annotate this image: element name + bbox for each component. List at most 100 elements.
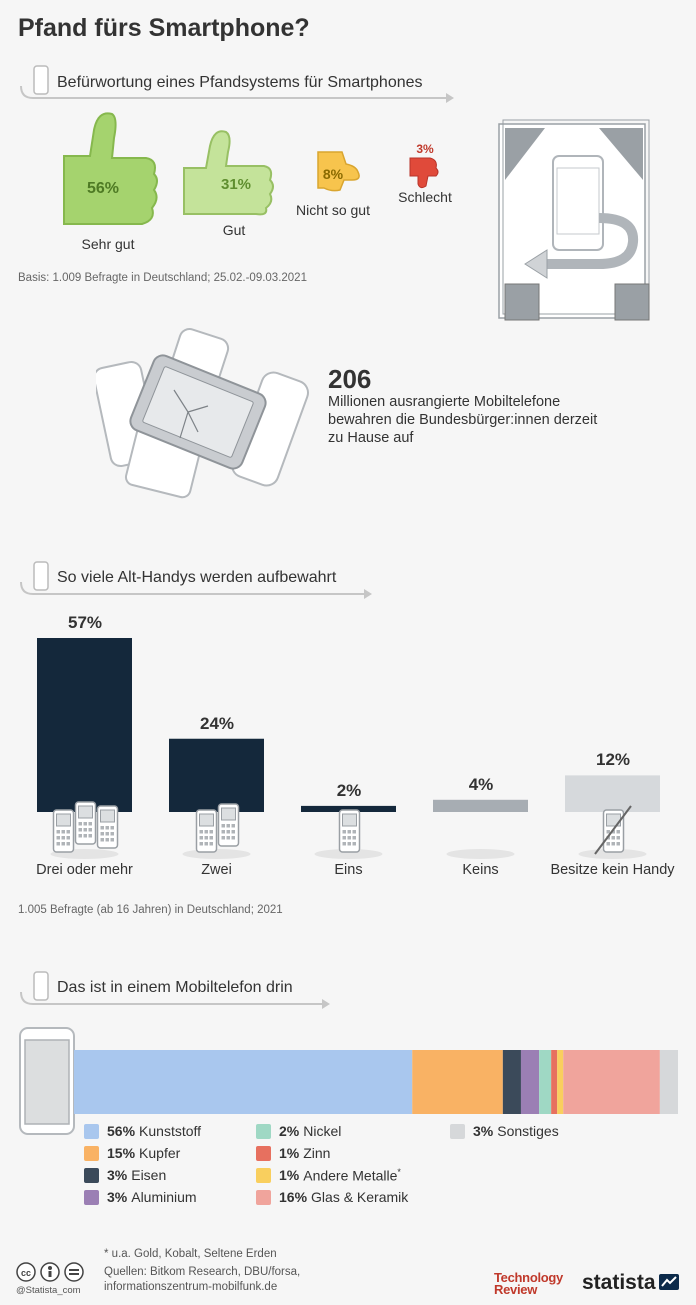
bar-eins: [301, 805, 396, 812]
old-phone-icon: [195, 809, 218, 853]
svg-text:cc: cc: [21, 1268, 31, 1278]
legend-item-sonstiges: 3% Sonstiges: [450, 1123, 559, 1139]
legend-swatch: [256, 1123, 271, 1139]
legend-value: 2%: [279, 1123, 300, 1139]
legend-swatch: [84, 1167, 99, 1183]
segment-nickel: [539, 1050, 552, 1114]
thumbs-side-icon: [317, 151, 360, 192]
bar-value-label: 24%: [199, 713, 235, 733]
fact-number: 206: [328, 364, 372, 394]
thumb-pct-sehr-gut: 56%: [86, 180, 120, 197]
bar-shadow: [314, 849, 383, 859]
section2-heading: So viele Alt-Handys werden aufbewahrt: [57, 569, 337, 586]
legend-swatch: [84, 1145, 99, 1161]
section3-heading: Das ist in einem Mobiltelefon drin: [57, 979, 293, 996]
thumb-pct-nicht-so-gut: 8%: [322, 166, 344, 182]
thumbs-up-medium-icon: [183, 130, 274, 216]
legend-item-nickel: 2% Nickel: [256, 1123, 341, 1139]
phone-icon: [33, 971, 49, 1001]
old-phone-icon: [52, 809, 75, 853]
section1-heading: Befürwortung eines Pfandsystems für Smar…: [57, 74, 423, 91]
segment-eisen: [502, 1050, 521, 1114]
old-phone-icon: [602, 809, 625, 853]
bar-keins: [433, 799, 528, 812]
old-phone-icon: [74, 801, 97, 845]
legend-label: Aluminium: [131, 1189, 197, 1205]
legend-label: Sonstiges: [497, 1123, 559, 1139]
legend-label: Nickel: [303, 1123, 342, 1139]
technology-review-logo: Technology Review: [494, 1271, 563, 1297]
legend-item-eisen: 3% Eisen: [84, 1167, 166, 1183]
legend-item-andere-metalle: 1% Andere Metalle*: [256, 1167, 401, 1184]
thumb-pct-schlecht: 3%: [416, 142, 434, 156]
smartphone-outline-icon: [19, 1027, 75, 1135]
deposit-machine-illustration: [498, 119, 650, 321]
section1-basis: Basis: 1.009 Befragte in Deutschland; 25…: [18, 272, 307, 284]
section3-arrow-line: [20, 971, 330, 1009]
technology-review-logo-line2: Review: [494, 1282, 538, 1297]
bar-zwei: [169, 738, 264, 812]
legend-swatch: [84, 1189, 99, 1205]
old-phone-icon: [96, 805, 119, 849]
bar-shadow: [446, 849, 515, 859]
phone-icon: [33, 65, 49, 95]
legend-label: Andere Metalle*: [303, 1167, 401, 1184]
bar-category-label: Besitze kein Handy: [550, 862, 675, 878]
segment-andere-metalle: [557, 1050, 564, 1114]
no-derivatives-icon: [64, 1262, 84, 1282]
segment-kunststoff: [74, 1050, 413, 1114]
thumb-label-nicht-so-gut: Nicht so gut: [296, 202, 370, 218]
statista-logo: statista: [582, 1271, 656, 1294]
bar-chart: [37, 638, 660, 859]
bar-value-label: 2%: [336, 780, 362, 800]
legend-value: 3%: [107, 1167, 128, 1183]
thumbs-up-large-icon: [63, 112, 158, 225]
segment-glas-keramik: [563, 1050, 660, 1114]
bar-value-label: 57%: [67, 613, 103, 632]
strike-through-line: [594, 805, 632, 855]
bar-value-label: 4%: [468, 774, 494, 794]
creative-commons-icons: cc: [16, 1262, 84, 1282]
stacked-bar-chart: [74, 1050, 678, 1114]
bar-besitze-kein-handy: [565, 775, 660, 812]
legend-label: Glas & Keramik: [311, 1189, 409, 1205]
legend-swatch: [450, 1123, 465, 1139]
legend-item-kupfer: 15% Kupfer: [84, 1145, 180, 1161]
thumb-label-sehr-gut: Sehr gut: [81, 236, 135, 252]
bar-category-label: Zwei: [201, 862, 232, 878]
legend-value: 3%: [473, 1123, 494, 1139]
segment-kupfer: [412, 1050, 503, 1114]
fact-text: Millionen ausrangierte Mobiltelefone bew…: [328, 394, 598, 446]
bar-drei-oder-mehr: [37, 638, 132, 812]
section2-arrow-line: [20, 561, 372, 599]
legend-label: Kupfer: [139, 1145, 181, 1161]
legend-swatch: [256, 1167, 271, 1183]
statista-handle[interactable]: @Statista_com: [16, 1285, 81, 1296]
bar-shadow: [578, 849, 647, 859]
legend-value: 15%: [107, 1145, 136, 1161]
thumbs-down-icon: [409, 157, 439, 189]
thumb-label-gut: Gut: [222, 222, 246, 238]
page-title: Pfand fürs Smartphone?: [18, 14, 310, 42]
legend-label: Zinn: [303, 1145, 331, 1161]
legend-item-zinn: 1% Zinn: [256, 1145, 330, 1161]
old-phone-icon: [338, 809, 361, 853]
section1-arrow-line: [20, 65, 454, 103]
legend-value: 1%: [279, 1145, 300, 1161]
legend-value: 56%: [107, 1123, 136, 1139]
legend-value: 3%: [107, 1189, 128, 1205]
sources-line-1: Quellen: Bitkom Research, DBU/forsa,: [104, 1266, 301, 1278]
old-phones-illustration: [96, 328, 309, 499]
bar-category-label: Drei oder mehr: [36, 862, 133, 878]
legend-swatch: [256, 1189, 271, 1205]
sources-line-2[interactable]: informationszentrum-mobilfunk.de: [104, 1281, 278, 1293]
legend-item-kunststoff: 56% Kunststoff: [84, 1123, 201, 1139]
legend-value: 1%: [279, 1167, 300, 1184]
cc-icon: [16, 1262, 36, 1282]
legend-swatch: [84, 1123, 99, 1139]
old-phone-icon: [217, 803, 240, 847]
legend-swatch: [256, 1145, 271, 1161]
segment-aluminium: [520, 1050, 540, 1114]
statista-logo-mark-icon: [659, 1274, 679, 1290]
thumb-label-schlecht: Schlecht: [398, 189, 452, 205]
